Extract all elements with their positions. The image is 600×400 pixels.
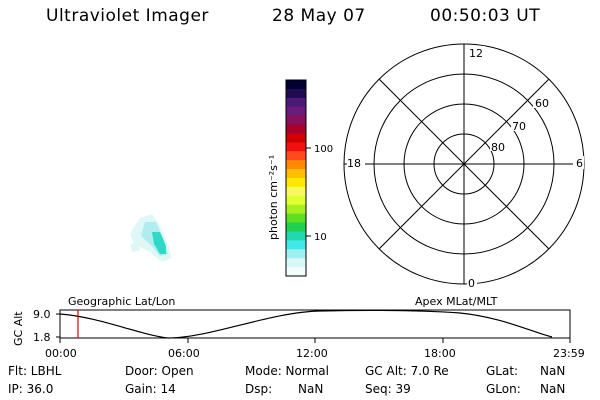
colorbar-segment <box>286 97 306 108</box>
info-dsp-label: Dsp: <box>245 382 273 396</box>
info-dsp-value: NaN <box>298 382 324 396</box>
colorbar-segment <box>286 133 306 143</box>
orbit-track-plot: Geographic Lat/Lon Apex MLat/MLT GC Alt … <box>12 295 585 360</box>
colorbar-scale <box>286 80 306 277</box>
lat-label-70: 70 <box>512 120 526 133</box>
mlt-label-6: 6 <box>576 157 583 170</box>
track-title-apex: Apex MLat/MLT <box>415 295 498 308</box>
mlt-label-18: 18 <box>347 157 361 170</box>
info-gain: Gain: 14 <box>125 382 176 396</box>
colorbar-segment <box>286 258 306 268</box>
colorbar-tick-label-100: 100 <box>314 144 333 155</box>
colorbar-segment <box>286 178 306 188</box>
info-glon-label: GLon: <box>486 382 521 396</box>
info-filter: Flt: LBHL <box>8 364 62 378</box>
colorbar-segment <box>286 80 306 90</box>
mlt-label-12: 12 <box>469 47 483 60</box>
info-seq: Seq: 39 <box>365 382 411 396</box>
image-date: 28 May 07 <box>272 6 366 26</box>
colorbar-segment <box>286 231 306 241</box>
info-mode: Mode: Normal <box>245 364 329 378</box>
colorbar: 100 10 photon cm⁻²s⁻¹ <box>267 79 333 277</box>
colorbar-unit-label: photon cm⁻²s⁻¹ <box>267 155 280 240</box>
track-x-tick-0600: 06:00 <box>168 347 200 360</box>
track-y-tick-1.8: 1.8 <box>33 331 51 344</box>
aurora-image <box>130 214 172 262</box>
info-gc-alt: GC Alt: 7.0 Re <box>365 364 449 378</box>
track-x-tick-1200: 12:00 <box>296 347 328 360</box>
colorbar-segment <box>286 186 306 197</box>
image-time: 00:50:03 UT <box>430 6 541 26</box>
colorbar-segment <box>286 267 306 277</box>
colorbar-tick-label-10: 10 <box>314 232 327 243</box>
info-glat-label: GLat: <box>486 364 519 378</box>
colorbar-segment <box>286 222 306 233</box>
colorbar-segment <box>286 106 306 117</box>
colorbar-segment <box>286 124 306 135</box>
colorbar-segment <box>286 160 306 170</box>
track-y-tick-9: 9.0 <box>33 308 51 321</box>
colorbar-segment <box>286 249 306 259</box>
track-x-tick-0000: 00:00 <box>45 347 77 360</box>
lat-label-60: 60 <box>535 97 549 110</box>
track-frame <box>59 309 571 339</box>
colorbar-segment <box>286 204 306 215</box>
colorbar-segment <box>286 213 306 224</box>
info-glat-value: NaN <box>540 364 566 378</box>
track-x-tick-2359: 23:59 <box>553 347 585 360</box>
lat-label-80: 80 <box>491 141 505 154</box>
mlt-label-0: 0 <box>468 277 475 290</box>
info-glon-value: NaN <box>540 382 566 396</box>
info-ip: IP: 36.0 <box>8 382 54 396</box>
colorbar-segment <box>286 169 306 179</box>
colorbar-segment <box>286 240 306 250</box>
track-x-tick-1800: 18:00 <box>424 347 456 360</box>
colorbar-segment <box>286 151 306 161</box>
track-title-geographic: Geographic Lat/Lon <box>68 295 175 308</box>
image-title: Ultraviolet Imager <box>46 6 209 26</box>
colorbar-segment <box>286 88 306 99</box>
colorbar-segment <box>286 142 306 152</box>
colorbar-segment <box>286 115 306 126</box>
colorbar-segment <box>286 195 306 206</box>
track-y-label: GC Alt <box>12 311 25 346</box>
altitude-curve <box>59 309 553 339</box>
polar-plot <box>343 43 585 285</box>
polar-diagonal-2 <box>378 78 550 250</box>
info-door: Door: Open <box>125 364 194 378</box>
